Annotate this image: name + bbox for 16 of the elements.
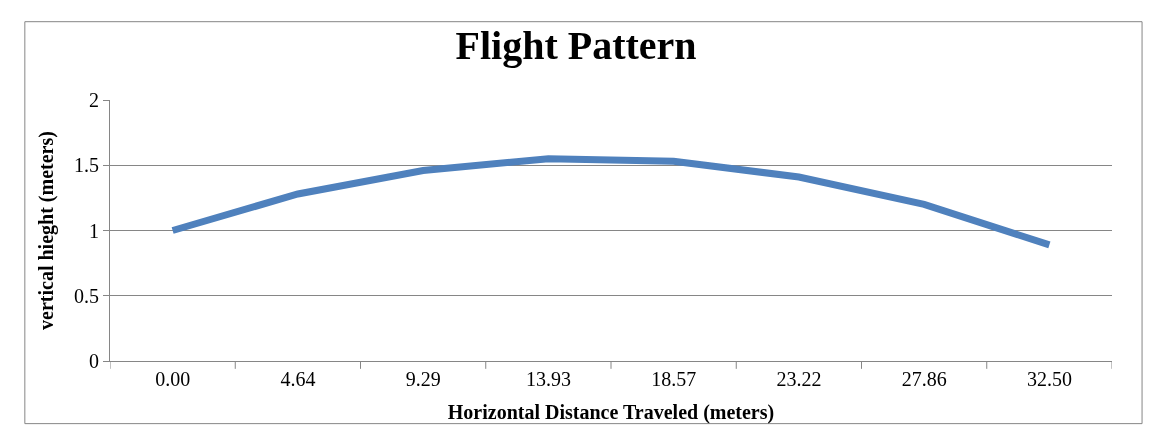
y-tick-label: 1 <box>89 219 99 242</box>
y-tick-label: 1.5 <box>74 154 99 177</box>
chart-title: Flight Pattern <box>455 22 697 68</box>
y-tick-label: 0.5 <box>74 284 99 307</box>
x-tick-label: 9.29 <box>405 368 441 390</box>
x-tick-label: 23.22 <box>776 368 822 390</box>
y-axis-title: vertical hieght (meters) <box>34 131 58 330</box>
x-tick-label: 0.00 <box>155 368 191 390</box>
x-tick-label: 18.57 <box>651 368 697 390</box>
x-tick-label: 32.50 <box>1026 368 1072 390</box>
x-axis-title: Horizontal Distance Traveled (meters) <box>447 400 775 424</box>
x-tick-label: 13.93 <box>525 368 571 390</box>
x-tick-label: 27.86 <box>901 368 947 390</box>
y-tick-label: 0 <box>89 350 99 372</box>
y-tick-label: 2 <box>89 89 99 111</box>
x-tick-label: 4.64 <box>280 368 316 390</box>
